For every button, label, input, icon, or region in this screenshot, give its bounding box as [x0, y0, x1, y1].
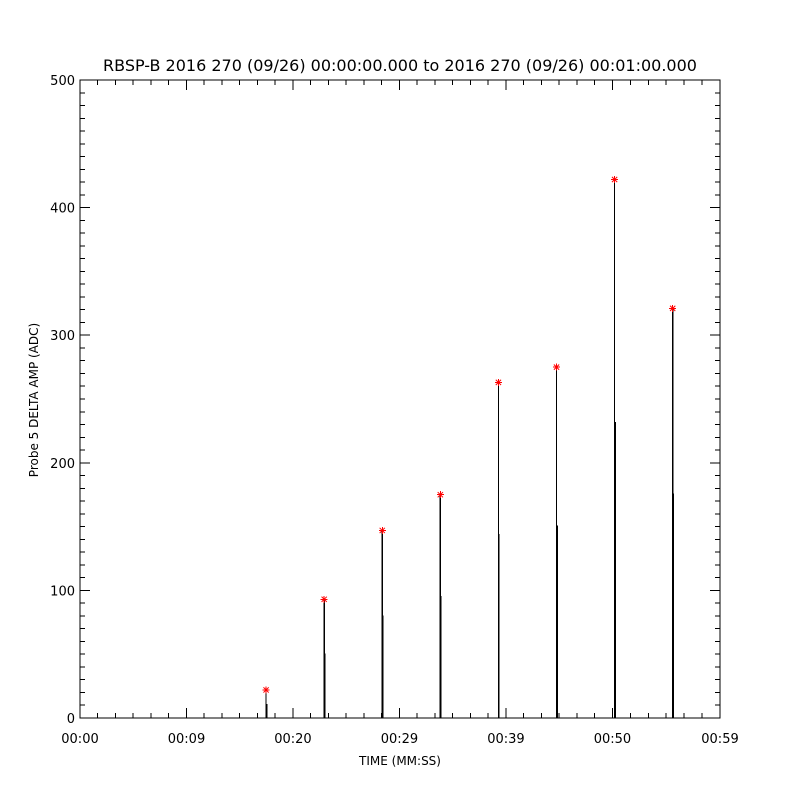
- peak-marker: [669, 304, 677, 312]
- x-tick-label: 00:39: [487, 732, 524, 747]
- y-tick-label: 300: [50, 329, 75, 344]
- peak-marker: [320, 595, 328, 603]
- peak-marker-stroke: [495, 379, 502, 386]
- axes: [79, 79, 721, 719]
- y-tick-label: 100: [50, 584, 75, 599]
- x-tick-label: 00:50: [594, 732, 631, 747]
- x-tick-label: 00:29: [381, 732, 418, 747]
- peak-marker: [553, 363, 561, 371]
- peak-marker-stroke: [611, 176, 618, 183]
- peak-marker-stroke: [669, 305, 676, 312]
- peak-marker: [262, 686, 270, 694]
- peak-marker: [378, 526, 386, 534]
- peak-marker: [436, 491, 444, 499]
- peak-markers: [262, 176, 677, 694]
- peak-marker-stroke: [437, 491, 444, 498]
- y-tick-label: 0: [67, 712, 75, 727]
- data-spikes: [265, 179, 674, 718]
- chart-title: RBSP-B 2016 270 (09/26) 00:00:00.000 to …: [103, 56, 697, 75]
- peak-marker-stroke: [263, 686, 270, 693]
- plot-frame: [79, 79, 721, 719]
- y-axis-label: Probe 5 DELTA AMP (ADC): [27, 323, 41, 477]
- x-tick-label: 00:59: [701, 732, 738, 747]
- y-tick-label: 400: [50, 202, 75, 217]
- y-tick-label: 500: [50, 74, 75, 89]
- x-tick-label: 00:00: [61, 732, 98, 747]
- tick-labels: 0 100 200 300 400 500 00:00 00:09 00:20 00:29 00:3…: [50, 74, 739, 747]
- peak-marker: [494, 378, 502, 386]
- x-tick-label: 00:09: [168, 732, 205, 747]
- peak-marker: [611, 176, 619, 184]
- x-tick-label: 00:20: [274, 732, 311, 747]
- peak-marker-stroke: [553, 364, 560, 371]
- peak-marker-stroke: [321, 596, 328, 603]
- y-tick-label: 200: [50, 457, 75, 472]
- x-axis-label: TIME (MM:SS): [358, 754, 441, 768]
- ticks: [79, 79, 721, 719]
- peak-marker-stroke: [379, 527, 386, 534]
